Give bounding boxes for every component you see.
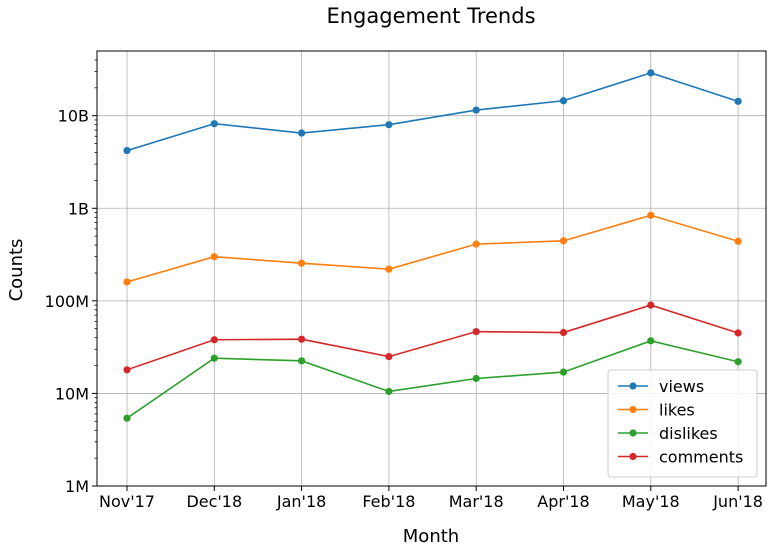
legend-label-dislikes: dislikes — [659, 424, 718, 443]
series-layer — [123, 69, 742, 422]
series-line-views — [126, 72, 739, 152]
y-tick-label: 10M — [55, 384, 89, 403]
x-tick-label: Apr'18 — [537, 492, 589, 511]
x-tick-label: Jun'18 — [712, 492, 763, 511]
data-point-likes — [210, 253, 218, 261]
y-tick-label: 100M — [45, 292, 89, 311]
series-line-comments — [126, 304, 739, 371]
data-point-comments — [210, 336, 218, 344]
data-point-dislikes — [385, 387, 393, 396]
data-point-likes — [385, 265, 393, 273]
data-point-likes — [123, 278, 131, 286]
x-tick-label: Mar'18 — [449, 492, 504, 511]
data-point-comments — [559, 328, 568, 337]
series-line-likes — [126, 214, 739, 283]
chart-title: Engagement Trends — [326, 4, 535, 28]
data-point-views — [472, 106, 480, 114]
data-point-views — [298, 129, 306, 137]
axes: Nov'17 Dec'18 Jan'18 Feb'18 Mar'18 Apr'18 May'… — [45, 59, 763, 511]
x-tick-label: Dec'18 — [186, 492, 242, 511]
data-point-comments — [647, 301, 655, 309]
data-point-dislikes — [298, 357, 306, 365]
legend-marker-dislikes — [629, 429, 637, 437]
series-line-dislikes — [126, 339, 739, 419]
legend-marker-views — [629, 382, 637, 390]
y-axis-title: Counts — [6, 239, 27, 302]
y-tick-label: 1B — [68, 199, 89, 218]
data-point-likes — [559, 237, 568, 245]
y-tick-label: 1M — [65, 477, 89, 496]
data-point-likes — [472, 240, 480, 248]
data-point-likes — [298, 259, 306, 267]
data-point-likes — [734, 237, 742, 245]
data-point-comments — [123, 366, 131, 374]
data-point-dislikes — [734, 358, 742, 366]
data-point-comments — [472, 328, 480, 336]
data-point-views — [734, 97, 742, 105]
data-point-comments — [385, 352, 393, 361]
data-point-dislikes — [123, 414, 131, 422]
legend-marker-comments — [629, 452, 637, 461]
legend-label-likes: likes — [659, 401, 695, 420]
legend-marker-likes — [629, 405, 637, 414]
data-point-views — [647, 69, 655, 77]
legend: views likes dislikes comments — [607, 369, 758, 478]
x-tick-label: Jan'18 — [276, 492, 326, 511]
data-point-comments — [298, 335, 306, 343]
data-point-dislikes — [559, 368, 568, 376]
legend-label-comments: comments — [659, 448, 743, 467]
x-tick-label: Nov'17 — [99, 492, 155, 511]
x-axis-title: Month — [403, 526, 459, 547]
x-tick-label: Feb'18 — [362, 492, 415, 511]
legend-label-views: views — [659, 377, 704, 396]
data-point-views — [385, 121, 393, 129]
x-tick-label: May'18 — [622, 492, 680, 511]
y-tick-label: 10B — [58, 107, 89, 126]
data-point-likes — [647, 211, 655, 219]
data-point-dislikes — [210, 354, 218, 362]
data-point-dislikes — [647, 337, 655, 345]
data-point-comments — [734, 329, 742, 337]
legend-box — [607, 369, 758, 478]
data-point-dislikes — [472, 374, 480, 383]
data-point-views — [559, 97, 568, 105]
data-point-views — [123, 146, 131, 155]
data-point-views — [210, 120, 218, 128]
plot-frame — [96, 50, 767, 487]
